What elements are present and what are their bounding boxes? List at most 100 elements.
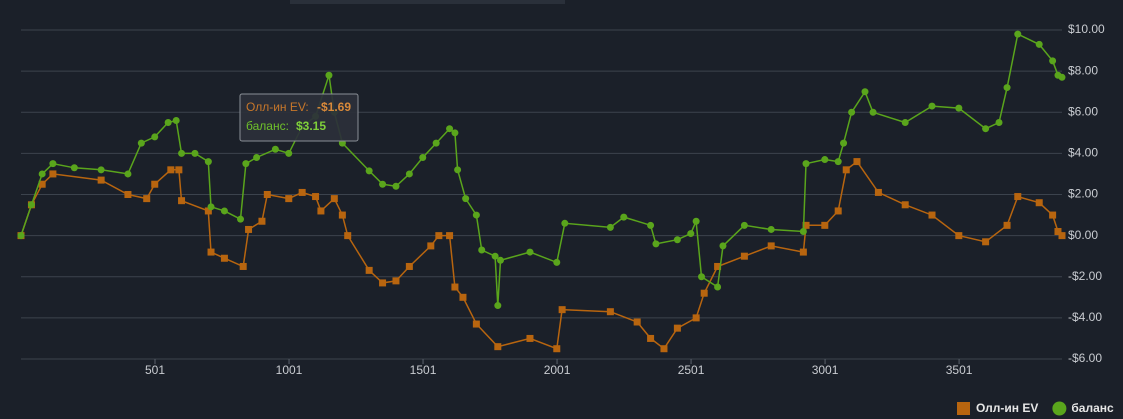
point xyxy=(652,240,660,248)
point xyxy=(848,108,856,116)
point xyxy=(1014,30,1022,38)
point xyxy=(901,201,909,209)
point xyxy=(392,277,400,285)
point xyxy=(478,246,486,254)
point xyxy=(143,195,151,203)
point xyxy=(1035,40,1043,48)
point xyxy=(1049,211,1057,219)
point xyxy=(242,160,250,168)
point xyxy=(285,195,293,203)
point xyxy=(869,108,877,116)
point xyxy=(840,139,848,147)
point xyxy=(427,242,435,250)
point xyxy=(365,167,373,175)
point xyxy=(451,283,459,291)
point xyxy=(955,104,963,112)
y-tick-label: -$4.00 xyxy=(1068,310,1102,324)
point xyxy=(178,149,186,157)
point xyxy=(526,248,534,256)
point xyxy=(454,166,462,174)
point xyxy=(472,211,480,219)
point xyxy=(834,207,842,215)
point xyxy=(561,219,569,227)
point xyxy=(647,334,655,342)
point xyxy=(553,345,561,353)
point xyxy=(901,119,909,127)
point xyxy=(27,201,35,209)
point xyxy=(821,156,829,164)
point xyxy=(491,252,499,260)
point xyxy=(124,170,132,178)
point xyxy=(496,256,504,264)
point xyxy=(673,236,681,244)
point xyxy=(97,176,105,184)
point xyxy=(298,188,306,196)
legend-marker xyxy=(957,402,970,415)
point xyxy=(928,102,936,110)
point xyxy=(526,334,534,342)
point xyxy=(687,230,695,238)
point xyxy=(338,211,346,219)
legend-label: Олл-ин EV xyxy=(976,401,1038,415)
point xyxy=(17,232,25,240)
y-tick-label: $10.00 xyxy=(1068,22,1105,36)
point xyxy=(767,225,775,233)
point xyxy=(660,345,668,353)
point xyxy=(874,188,882,196)
point xyxy=(633,318,641,326)
point xyxy=(1054,228,1062,236)
point xyxy=(271,145,279,153)
point xyxy=(151,180,159,188)
point xyxy=(365,266,373,274)
point xyxy=(49,160,57,168)
y-tick-label: -$6.00 xyxy=(1068,351,1102,365)
point xyxy=(719,242,727,250)
point xyxy=(172,116,180,124)
point xyxy=(220,207,228,215)
point xyxy=(325,71,333,79)
point xyxy=(1035,199,1043,207)
x-tick-label: 3501 xyxy=(946,363,973,377)
tooltip-value: -$1.69 xyxy=(317,100,351,114)
point xyxy=(137,139,145,147)
point xyxy=(494,343,502,351)
plot-area: -$6.00 -$4.00 -$2.00 $0.00 $2.00 $4.00 $6.00 $8… xyxy=(17,22,1105,377)
point xyxy=(459,293,467,301)
point xyxy=(853,158,861,166)
point xyxy=(317,207,325,215)
tooltip-label: Олл-ин EV: xyxy=(246,100,309,114)
point xyxy=(419,153,427,161)
point xyxy=(204,158,212,166)
point xyxy=(124,191,132,198)
point xyxy=(1014,193,1022,201)
point xyxy=(740,252,748,260)
point xyxy=(405,170,413,178)
point xyxy=(38,180,46,188)
point xyxy=(175,166,183,174)
point xyxy=(435,232,443,240)
series-line xyxy=(20,160,1063,350)
point xyxy=(164,119,172,127)
point xyxy=(799,228,807,236)
point xyxy=(97,166,105,174)
point xyxy=(955,232,963,240)
point xyxy=(392,182,400,190)
point xyxy=(714,262,722,270)
point xyxy=(553,258,561,266)
point xyxy=(620,213,628,221)
point xyxy=(1049,57,1057,65)
point xyxy=(928,211,936,219)
y-tick-label: $6.00 xyxy=(1068,104,1098,118)
point xyxy=(698,273,706,281)
point xyxy=(151,133,159,141)
point xyxy=(178,197,186,205)
point xyxy=(740,221,748,229)
point xyxy=(405,262,413,270)
point xyxy=(312,193,320,201)
point xyxy=(191,149,199,157)
point xyxy=(70,164,78,172)
point xyxy=(379,279,387,287)
y-tick-label: $4.00 xyxy=(1068,146,1098,160)
